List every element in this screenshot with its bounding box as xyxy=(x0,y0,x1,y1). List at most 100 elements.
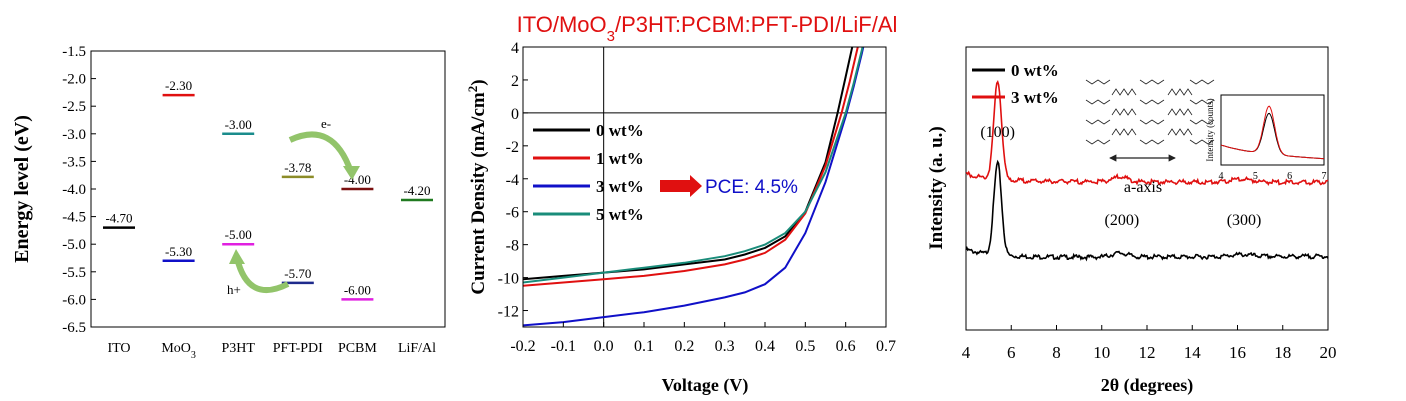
jv-panel: -0.2 -0.1 0.0 0.1 0.2 0.3 0.4 0.5 0.6 0.7 4 2 0 -2 -4… xyxy=(465,40,897,396)
jv-y-tick-label: -8 xyxy=(506,238,519,255)
jv-y-ticks: 4 2 0 -2 -4 -6 -8 -10 -12 xyxy=(498,40,528,321)
energy-y-tick-label: -4.5 xyxy=(62,210,86,226)
pce-annotation: PCE: 4.5% xyxy=(705,177,798,198)
energy-y-tick-label: -3.0 xyxy=(62,127,86,143)
xrd-legend: 0 wt% 3 wt% xyxy=(972,61,1059,107)
hole-transfer-arrow xyxy=(234,257,290,293)
xrd-y-axis-label: Intensity (a. u.) xyxy=(926,126,947,250)
xrd-x-tick-label: 8 xyxy=(1052,343,1061,362)
xrd-x-tick-label: 16 xyxy=(1229,343,1246,362)
energy-level-value: -4.70 xyxy=(105,211,132,226)
energy-category-label: ITO xyxy=(107,341,130,356)
jv-x-tick-label: 0.0 xyxy=(594,338,614,355)
hole-arrow-head xyxy=(229,249,245,264)
energy-categories: ITO MoO3 P3HT PFT-PDI PCBM LiF/Al xyxy=(107,341,436,361)
jv-y-tick-label: 2 xyxy=(511,73,519,90)
inset-x-tick-label: 7 xyxy=(1322,171,1327,182)
inset-series-line xyxy=(1220,105,1325,160)
inset-y-axis-label: Intensity (counts) xyxy=(1205,98,1215,161)
energy-category-label: LiF/Al xyxy=(398,341,436,356)
backbone-chains-left xyxy=(1111,88,1137,136)
energy-y-ticks: -1.5 -2.0 -2.5 -3.0 -3.5 -4.0 -4.5 -5.0 -5.5 -6.0… xyxy=(62,44,96,336)
energy-y-tick-label: -4.0 xyxy=(62,182,86,198)
jv-x-tick-label: 0.5 xyxy=(795,338,815,355)
side-chains-right xyxy=(1189,79,1215,145)
xrd-x-tick-label: 6 xyxy=(1007,343,1016,362)
energy-level-value: -5.30 xyxy=(165,244,192,259)
energy-level-value: -5.00 xyxy=(225,227,252,242)
xrd-panel: 4 6 8 10 12 14 16 18 20 2θ (degrees) Intensity (… xyxy=(926,46,1337,396)
jv-y-tick-label: 4 xyxy=(511,40,519,57)
energy-category-label: MoO3 xyxy=(161,341,196,361)
xrd-peak-label: (100) xyxy=(980,124,1015,141)
energy-y-tick-label: -3.5 xyxy=(62,154,86,170)
xrd-x-tick-label: 20 xyxy=(1320,343,1337,362)
jv-y-tick-label: 0 xyxy=(511,106,519,123)
jv-legend-label: 0 wt% xyxy=(596,121,644,140)
inset-x-tick-label: 6 xyxy=(1287,171,1292,182)
jv-y-tick-label: -4 xyxy=(506,172,519,189)
a-axis-arrowhead-right xyxy=(1168,154,1176,162)
energy-level-value: -4.20 xyxy=(403,183,430,198)
energy-level-value: -6.00 xyxy=(344,282,371,297)
xrd-x-ticks: 4 6 8 10 12 14 16 18 20 xyxy=(962,325,1337,362)
electron-transfer-arrow xyxy=(288,131,354,174)
jv-x-tick-label: 0.3 xyxy=(715,338,735,355)
energy-level-value: -3.78 xyxy=(284,160,311,175)
energy-plot-frame xyxy=(90,50,446,328)
jv-x-tick-label: 0.1 xyxy=(634,338,654,355)
jv-series-line xyxy=(523,47,864,284)
electron-label: e- xyxy=(321,116,331,131)
jv-plot-frame xyxy=(522,46,887,328)
jv-x-axis-label: Voltage (V) xyxy=(662,375,749,396)
a-axis-label: a-axis xyxy=(1124,179,1162,196)
xrd-curves xyxy=(965,80,1329,262)
jv-y-tick-label: -2 xyxy=(506,139,519,156)
xrd-x-tick-label: 14 xyxy=(1184,343,1202,362)
xrd-x-axis-label: 2θ (degrees) xyxy=(1101,375,1194,396)
jv-x-tick-label: 0.6 xyxy=(836,338,856,355)
side-chains-left xyxy=(1085,79,1111,145)
inset-x-tick-label: 5 xyxy=(1253,171,1258,182)
energy-y-axis-label: Energy level (eV) xyxy=(11,115,33,263)
electron-arrow-head xyxy=(343,166,360,180)
energy-level-value: -5.70 xyxy=(284,266,311,281)
energy-level-value: -3.00 xyxy=(225,117,252,132)
energy-level-value: -4.00 xyxy=(344,172,371,187)
xrd-series-line xyxy=(965,159,1329,262)
xrd-legend-label: 3 wt% xyxy=(1011,88,1059,107)
jv-y-tick-label: -12 xyxy=(498,304,519,321)
jv-legend-label: 5 wt% xyxy=(596,205,644,224)
jv-x-tick-label: 0.7 xyxy=(876,338,896,355)
inset-curves xyxy=(1220,105,1325,160)
jv-x-tick-label: -0.2 xyxy=(510,338,535,355)
jv-y-tick-label: -6 xyxy=(506,205,519,222)
molecular-packing-sketch xyxy=(1085,79,1215,162)
xrd-peak-label: (200) xyxy=(1105,212,1140,229)
jv-x-ticks: -0.2 -0.1 0.0 0.1 0.2 0.3 0.4 0.5 0.6 0.7 xyxy=(510,322,896,355)
jv-y-tick-label: -10 xyxy=(498,271,519,288)
energy-y-tick-label: -6.5 xyxy=(62,320,86,336)
backbone-chains-right xyxy=(1167,88,1193,136)
energy-y-tick-label: -2.0 xyxy=(62,72,86,88)
jv-x-tick-label: 0.2 xyxy=(674,338,694,355)
xrd-peak-labels: (100) (200) (300) xyxy=(980,124,1261,229)
energy-y-tick-label: -1.5 xyxy=(62,44,86,60)
xrd-peak-label: (300) xyxy=(1227,212,1262,229)
jv-series-line xyxy=(523,47,859,287)
figure-title: ITO/MoO3/P3HT:PCBM:PFT-PDI/LiF/Al xyxy=(517,12,898,45)
xrd-x-tick-label: 18 xyxy=(1274,343,1291,362)
xrd-series-line xyxy=(965,80,1329,186)
jv-y-axis-label: Current Density (mA/cm2) xyxy=(465,79,490,294)
jv-x-tick-label: -0.1 xyxy=(551,338,576,355)
energy-category-label: PFT-PDI xyxy=(273,341,323,356)
a-axis-arrowhead-left xyxy=(1109,154,1117,162)
hole-label: h+ xyxy=(227,282,241,297)
energy-y-tick-label: -6.0 xyxy=(62,292,86,308)
jv-legend: 0 wt% 1 wt% 3 wt% 5 wt% xyxy=(533,121,644,224)
pce-arrow xyxy=(660,175,702,197)
xrd-x-tick-label: 4 xyxy=(962,343,971,362)
jv-zero-lines xyxy=(523,47,886,327)
energy-y-tick-label: -5.5 xyxy=(62,265,86,281)
